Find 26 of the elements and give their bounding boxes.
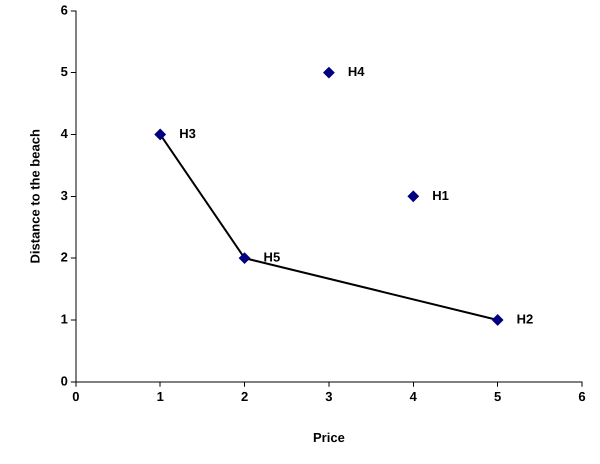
annotation: H1 [432,188,449,203]
x-tick-label: 4 [410,389,418,404]
point [492,314,504,326]
x-tick-label: 3 [325,389,333,404]
y-tick-label: 5 [60,64,68,80]
y-tick-label: 6 [60,2,68,18]
x-tick-label: 5 [494,389,502,404]
x-tick-label: 2 [240,389,248,404]
y-tick-label: 1 [60,312,68,327]
point [408,190,419,202]
y-tick-label: 3 [60,188,68,203]
y-tick-label: 4 [60,126,69,142]
annotation: H4 [348,64,366,80]
y-axis-title: Distance to the beach [27,129,42,264]
point [323,67,334,78]
y-tick-label: 0 [60,373,68,388]
x-tick-label: 6 [578,389,586,404]
x-axis-title: Price [313,430,345,445]
point [239,252,250,264]
annotation: H3 [179,126,196,142]
y-tick-label: 2 [60,250,68,265]
annotation: H5 [264,250,280,265]
annotation: H2 [516,312,534,327]
point [154,128,166,140]
x-tick-label: 1 [156,389,164,404]
x-tick-label: 0 [72,389,80,404]
